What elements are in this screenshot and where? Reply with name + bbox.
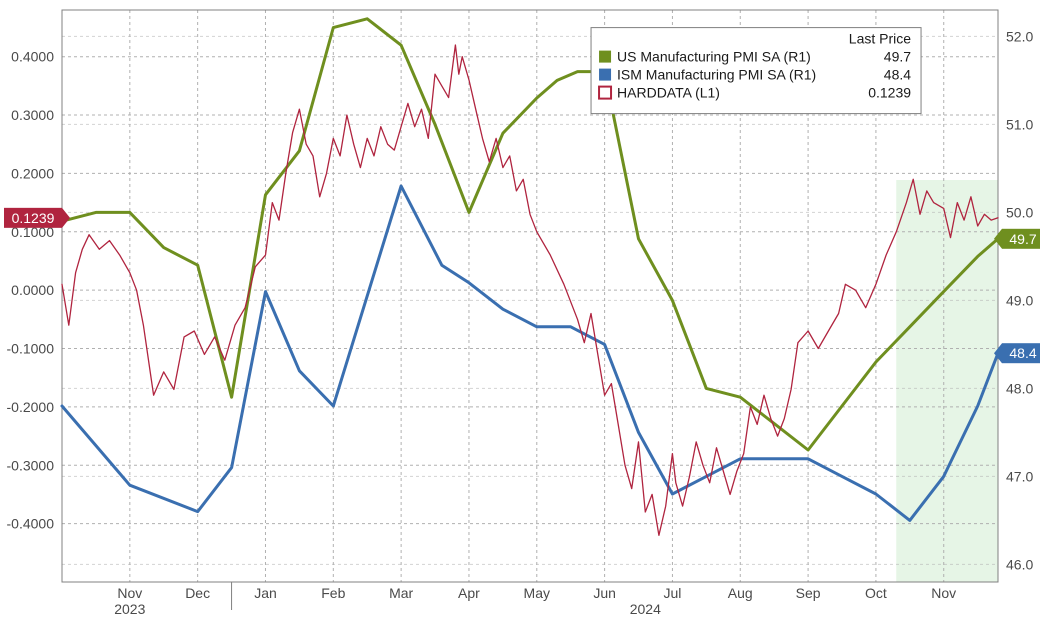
x-year-label: 2024 (630, 601, 661, 617)
legend-value: 48.4 (884, 67, 911, 83)
right-tick-label: 48.0 (1006, 380, 1033, 396)
right-tick-label: 51.0 (1006, 116, 1033, 132)
x-tick-label: May (524, 585, 550, 601)
x-tick-label: Dec (185, 585, 210, 601)
svg-text:49.7: 49.7 (1009, 231, 1036, 247)
right-tick-label: 52.0 (1006, 28, 1033, 44)
x-tick-label: Mar (389, 585, 413, 601)
x-tick-label: Nov (931, 585, 956, 601)
left-tick-label: -0.4000 (7, 516, 55, 532)
x-tick-label: Jul (663, 585, 681, 601)
x-year-label: 2023 (114, 601, 145, 617)
x-tick-label: Oct (865, 585, 887, 601)
legend-label: ISM Manufacturing PMI SA (R1) (617, 67, 816, 83)
right-tick-label: 50.0 (1006, 204, 1033, 220)
svg-text:Last Price: Last Price (849, 31, 911, 47)
left-tick-label: 0.2000 (11, 165, 54, 181)
x-tick-label: Feb (321, 585, 345, 601)
x-tick-label: Apr (458, 585, 480, 601)
svg-text:48.4: 48.4 (1009, 345, 1036, 361)
left-tick-label: 0.0000 (11, 282, 54, 298)
x-tick-label: Jun (593, 585, 616, 601)
x-tick-label: Jan (254, 585, 277, 601)
left-tick-label: 0.3000 (11, 107, 54, 123)
x-tick-label: Nov (117, 585, 142, 601)
left-tick-label: -0.2000 (7, 399, 55, 415)
x-tick-label: Aug (728, 585, 753, 601)
right-tick-label: 47.0 (1006, 468, 1033, 484)
legend-value: 49.7 (884, 49, 911, 65)
x-tick-label: Sep (796, 585, 821, 601)
legend-swatch (599, 69, 611, 81)
left-tick-label: 0.4000 (11, 49, 54, 65)
legend-value: 0.1239 (868, 85, 911, 101)
left-tick-label: -0.3000 (7, 457, 55, 473)
legend: Last Price US Manufacturing PMI SA (R1) 49… (591, 28, 921, 114)
left-tick-label: -0.1000 (7, 341, 55, 357)
right-tick-label: 49.0 (1006, 292, 1033, 308)
legend-label: US Manufacturing PMI SA (R1) (617, 49, 811, 65)
highlight-band (896, 180, 998, 582)
right-tick-label: 46.0 (1006, 556, 1033, 572)
chart-svg: NovDecJanFebMarAprMayJunJulAugSepOctNov2… (0, 0, 1040, 618)
legend-swatch (599, 51, 611, 63)
svg-text:0.1239: 0.1239 (12, 210, 55, 226)
chart-container: NovDecJanFebMarAprMayJunJulAugSepOctNov2… (0, 0, 1040, 618)
value-marker: 48.4 (994, 343, 1040, 363)
value-marker: 0.1239 (4, 208, 62, 228)
legend-label: HARDDATA (L1) (617, 85, 720, 101)
value-marker: 49.7 (994, 229, 1040, 249)
